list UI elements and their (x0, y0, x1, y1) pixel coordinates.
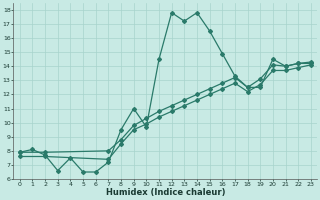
X-axis label: Humidex (Indice chaleur): Humidex (Indice chaleur) (106, 188, 225, 197)
